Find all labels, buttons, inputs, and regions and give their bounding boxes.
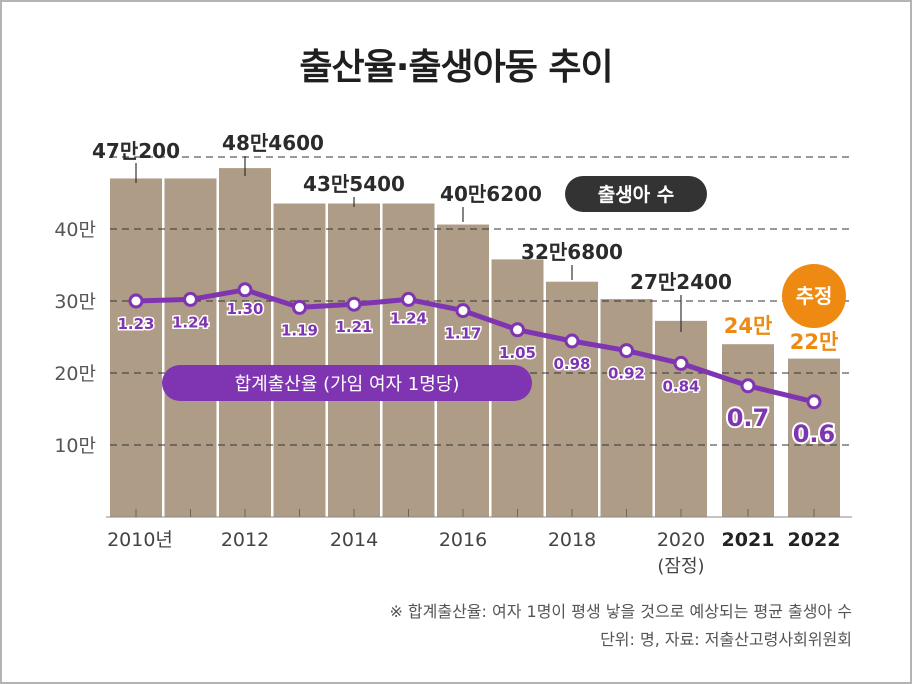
source-note: 단위: 명, 자료: 저출산고령사회위원회 — [600, 630, 852, 649]
rate-label: 1.21 — [335, 318, 372, 336]
rate-label: 0.6 — [793, 420, 836, 448]
x-tick-label: 2022 — [788, 529, 841, 551]
x-tick-sublabel: (잠정) — [657, 556, 704, 577]
bar-legend-label: 출생아 수 — [598, 184, 675, 206]
rate-point-2015 — [401, 291, 416, 307]
rate-label: 1.30 — [226, 300, 263, 318]
bar-value-label-estimate: 22만 — [790, 330, 839, 354]
x-tick-label: 2018 — [548, 529, 596, 551]
estimate-badge — [782, 264, 846, 328]
y-tick-label: 40만 — [54, 219, 96, 241]
bar-value-label: 40만6200 — [440, 182, 542, 206]
rate-point-2020 — [673, 355, 689, 371]
estimate-badge-label: 추정 — [796, 284, 833, 308]
rate-point-2010 — [128, 293, 144, 309]
rate-point-2012 — [237, 282, 253, 298]
bar-value-label: 27만2400 — [630, 270, 732, 294]
x-tick-label: 2010년 — [107, 529, 173, 551]
bar-2022 — [788, 358, 840, 517]
rate-label: 1.24 — [390, 309, 427, 327]
rate-point-2021 — [740, 378, 756, 394]
bar-value-label: 32만6800 — [521, 240, 623, 264]
rate-label: 1.19 — [281, 321, 318, 339]
bar-value-label: 43만5400 — [303, 172, 405, 196]
y-tick-label: 10만 — [54, 435, 96, 457]
rate-label: 1.05 — [499, 344, 536, 362]
y-tick-label: 30만 — [54, 291, 96, 313]
rate-label: 1.17 — [444, 325, 481, 343]
bar-2015 — [382, 203, 435, 517]
rate-point-2019 — [619, 343, 634, 359]
rate-label: 0.7 — [727, 404, 770, 432]
line-legend-label: 합계출산율 (가임 여자 1명당) — [235, 374, 460, 395]
rate-point-2014 — [346, 296, 362, 312]
x-tick-label: 2012 — [221, 529, 269, 551]
rate-point-2022 — [806, 394, 822, 410]
rate-label: 1.24 — [172, 313, 209, 331]
rate-point-2011 — [183, 291, 198, 307]
rate-point-2016 — [455, 303, 471, 319]
bar-value-label: 47만200 — [92, 139, 180, 163]
rate-label: 0.92 — [608, 365, 645, 383]
x-tick-label: 2020 — [657, 529, 705, 551]
bar-2019 — [600, 299, 653, 517]
rate-label: 0.84 — [662, 377, 699, 395]
bar-2012 — [219, 168, 271, 517]
bar-legend-pill — [565, 176, 707, 212]
bar-value-label: 48만4600 — [222, 131, 324, 155]
rate-point-2013 — [292, 299, 307, 315]
y-tick-label: 20만 — [54, 363, 96, 385]
bar-2020 — [655, 320, 707, 517]
x-tick-label: 2014 — [330, 529, 378, 551]
bar-2013 — [273, 203, 326, 517]
chart-title: 출산율·출생아동 추이 — [299, 47, 613, 88]
bar-2010 — [110, 178, 162, 517]
definition-note: ※ 합계출산율: 여자 1명이 평생 낳을 것으로 예상되는 평균 출생아 수 — [389, 602, 852, 621]
rate-label: 1.23 — [117, 315, 154, 333]
x-tick-label: 2016 — [439, 529, 487, 551]
rate-point-2018 — [564, 333, 580, 349]
bar-2014 — [328, 203, 380, 517]
bar-2011 — [164, 178, 217, 517]
rate-point-2017 — [510, 322, 525, 338]
rate-label: 0.98 — [553, 355, 590, 373]
bar-2018 — [546, 281, 598, 517]
x-tick-label: 2021 — [722, 529, 775, 551]
bar-value-label-estimate: 24만 — [724, 314, 773, 338]
line-legend-pill — [162, 365, 532, 401]
